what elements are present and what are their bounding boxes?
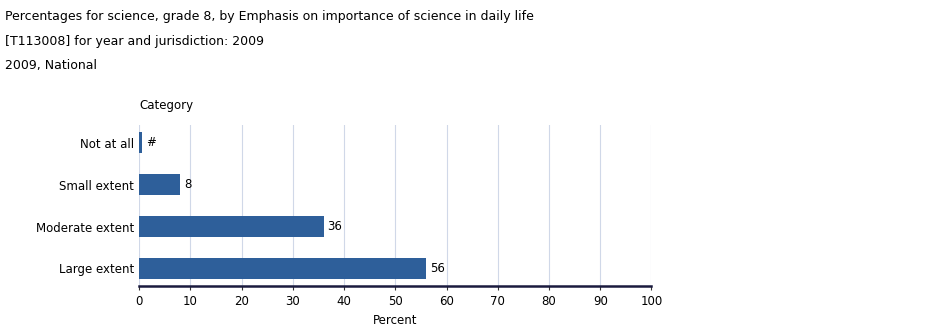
Text: Percentages for science, grade 8, by Emphasis on importance of science in daily : Percentages for science, grade 8, by Emp… <box>5 10 534 23</box>
Text: Category: Category <box>139 99 194 112</box>
Text: 8: 8 <box>184 178 192 191</box>
Bar <box>139 132 142 153</box>
X-axis label: Percent: Percent <box>373 314 417 327</box>
Bar <box>139 258 426 279</box>
Text: [T113008] for year and jurisdiction: 2009: [T113008] for year and jurisdiction: 200… <box>5 35 264 48</box>
Text: #: # <box>146 136 156 149</box>
Text: 2009, National: 2009, National <box>5 59 97 72</box>
Bar <box>139 174 180 195</box>
Bar <box>139 216 323 237</box>
Text: 56: 56 <box>431 262 445 275</box>
Text: 36: 36 <box>328 220 342 233</box>
